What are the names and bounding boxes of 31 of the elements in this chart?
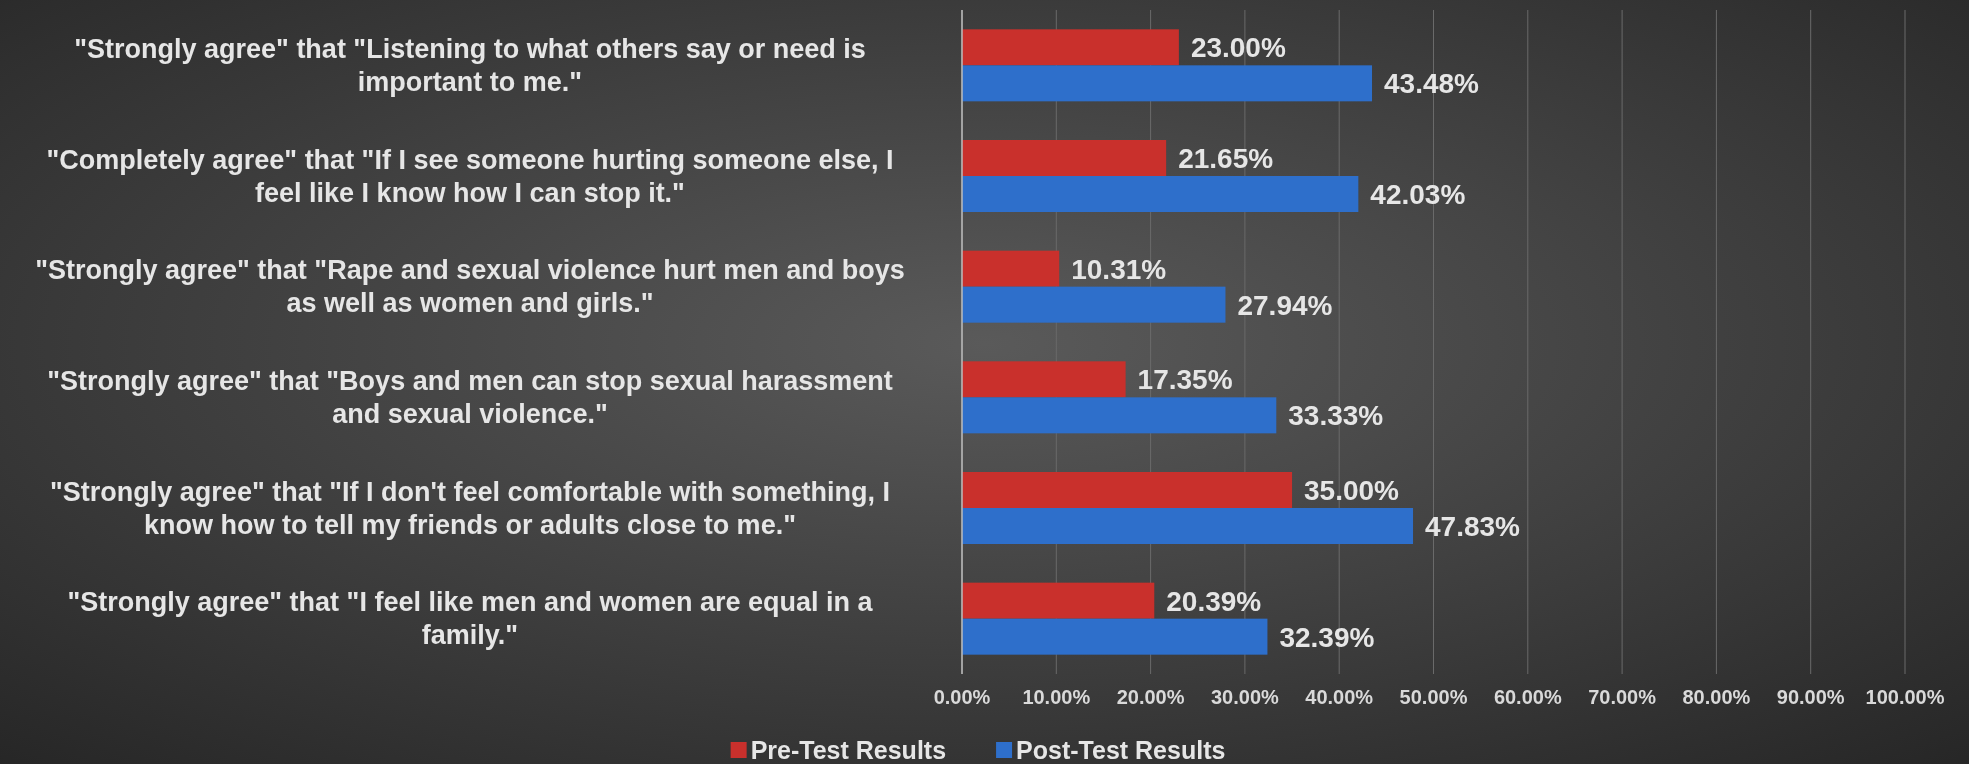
data-label: 35.00%: [1304, 475, 1400, 506]
data-label: 43.48%: [1384, 68, 1480, 100]
data-label: 47.83%: [1425, 511, 1521, 542]
y-tick-label: "Completely agree" that "If I see someone hurting someone else, I feel like I know how I can stop it.": [46, 144, 894, 208]
x-tick-label: 80.00%: [1682, 686, 1751, 708]
x-tick-label: 50.00%: [1399, 686, 1468, 708]
x-tick-label: 0.00%: [933, 686, 991, 708]
y-tick-label: "Strongly agree" that "I feel like men and women are equal in a family.": [67, 587, 874, 651]
x-tick-label: 60.00%: [1493, 686, 1562, 708]
y-tick-label: "Strongly agree" that "Rape and sexual violence hurt men and boys as well as women and girls.": [35, 255, 905, 319]
x-tick-label: 70.00%: [1588, 686, 1657, 708]
legend-label: Post-Test Results: [1016, 736, 1226, 764]
x-tick-label: 40.00%: [1305, 686, 1374, 708]
legend-label: Pre-Test Results: [750, 736, 947, 764]
x-tick-label: 100.00%: [1865, 686, 1945, 708]
data-label: 17.35%: [1137, 364, 1233, 396]
x-tick-label: 20.00%: [1116, 686, 1185, 708]
data-label: 21.65%: [1178, 143, 1274, 174]
data-label: 42.03%: [1370, 179, 1466, 210]
y-tick-label: "Strongly agree" that "Listening to what others say or need is important to me.": [74, 33, 866, 97]
data-label: 32.39%: [1279, 621, 1375, 653]
x-tick-label: 10.00%: [1022, 686, 1091, 708]
data-label: 20.39%: [1166, 585, 1262, 617]
data-label: 10.31%: [1071, 253, 1167, 285]
data-label: 33.33%: [1288, 400, 1384, 432]
x-tick-label: 90.00%: [1776, 686, 1845, 708]
y-tick-label: "Strongly agree" that "Boys and men can stop sexual harassment and sexual violence.": [47, 365, 893, 429]
x-tick-label: 30.00%: [1210, 686, 1280, 708]
y-tick-label: "Strongly agree" that "If I don't feel comfortable with something, I know how to tell my friends or adults close to me.": [50, 476, 890, 540]
data-label: 27.94%: [1237, 289, 1333, 321]
data-label: 23.00%: [1190, 32, 1286, 64]
